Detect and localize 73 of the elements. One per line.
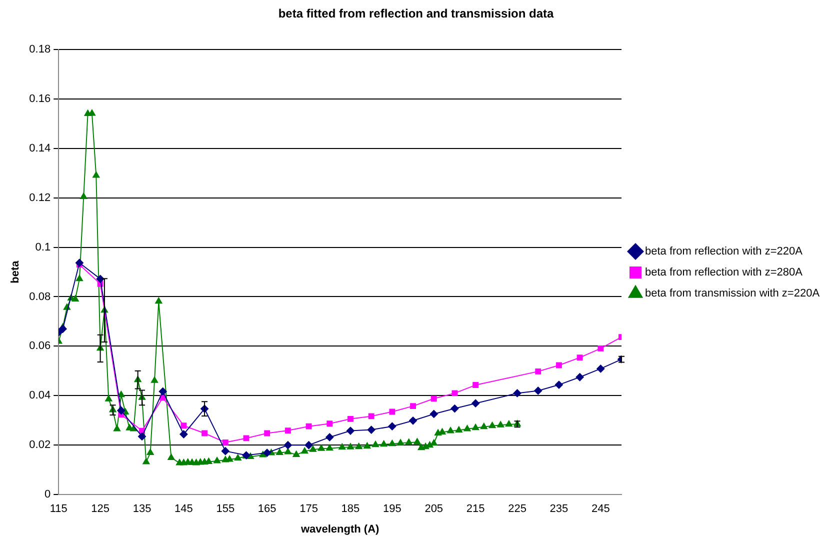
point <box>346 426 354 435</box>
y-axis-title: beta <box>10 260 22 284</box>
point <box>554 380 563 389</box>
point <box>430 396 437 402</box>
point <box>117 406 126 415</box>
y-tick-label: 0.18 <box>29 43 51 56</box>
point <box>409 416 418 425</box>
point <box>138 432 146 440</box>
point <box>576 373 584 382</box>
point <box>556 362 562 368</box>
point <box>221 447 230 456</box>
x-tick-label: 175 <box>300 503 318 516</box>
legend-label: beta from reflection with z=280A <box>645 266 804 279</box>
point <box>158 387 167 396</box>
point <box>430 410 438 418</box>
point <box>243 435 250 442</box>
point <box>222 439 228 446</box>
point <box>75 258 84 267</box>
point <box>367 426 376 434</box>
point <box>306 423 312 430</box>
point <box>472 382 479 388</box>
point <box>284 441 292 450</box>
point <box>598 345 604 352</box>
y-tick-label: 0 <box>44 488 51 501</box>
point <box>389 408 396 415</box>
point <box>535 368 542 374</box>
x-tick-label: 155 <box>216 503 235 516</box>
point <box>450 404 459 413</box>
x-tick-label: 115 <box>50 503 68 516</box>
point <box>96 274 104 283</box>
point <box>202 430 208 436</box>
point <box>264 430 270 436</box>
y-tick-label: 0.12 <box>29 192 51 204</box>
point <box>452 390 458 396</box>
x-tick-label: 225 <box>508 503 526 516</box>
x-tick-label: 165 <box>258 503 276 516</box>
point <box>284 428 291 434</box>
legend-label: beta from reflection with z=220A <box>645 246 804 258</box>
y-tick-label: 0.06 <box>29 340 51 352</box>
point <box>513 389 522 398</box>
point <box>576 354 583 361</box>
x-axis-title: wavelength (A) <box>300 523 380 536</box>
point <box>534 386 542 395</box>
chart-title: beta fitted from reflection and transmission data <box>278 6 554 21</box>
x-tick-label: 245 <box>591 503 610 516</box>
x-tick-label: 205 <box>424 503 444 516</box>
y-tick-label: 0.08 <box>29 290 51 303</box>
point <box>326 420 333 427</box>
y-tick-label: 0.04 <box>29 390 51 402</box>
y-tick-label: 0.1 <box>35 241 51 254</box>
point <box>410 403 416 410</box>
y-tick-label: 0.16 <box>29 92 51 105</box>
point <box>58 324 67 333</box>
point <box>596 364 605 373</box>
point <box>304 441 313 450</box>
x-tick-label: 125 <box>91 503 110 516</box>
x-tick-label: 145 <box>174 503 193 516</box>
point <box>180 430 188 438</box>
x-tick-label: 215 <box>466 503 485 516</box>
point <box>180 422 187 429</box>
point <box>388 422 396 430</box>
point <box>263 448 272 457</box>
x-tick-label: 135 <box>132 503 152 516</box>
x-tick-label: 185 <box>341 503 360 516</box>
point <box>472 399 480 408</box>
point <box>326 433 334 442</box>
point <box>348 416 354 422</box>
x-tick-label: 195 <box>382 503 402 516</box>
y-tick-label: 0.14 <box>29 142 51 154</box>
legend-label: beta from transmission with z=220A <box>645 288 820 300</box>
x-tick-label: 235 <box>550 503 568 516</box>
point <box>368 413 374 420</box>
y-tick-label: 0.02 <box>29 439 51 452</box>
